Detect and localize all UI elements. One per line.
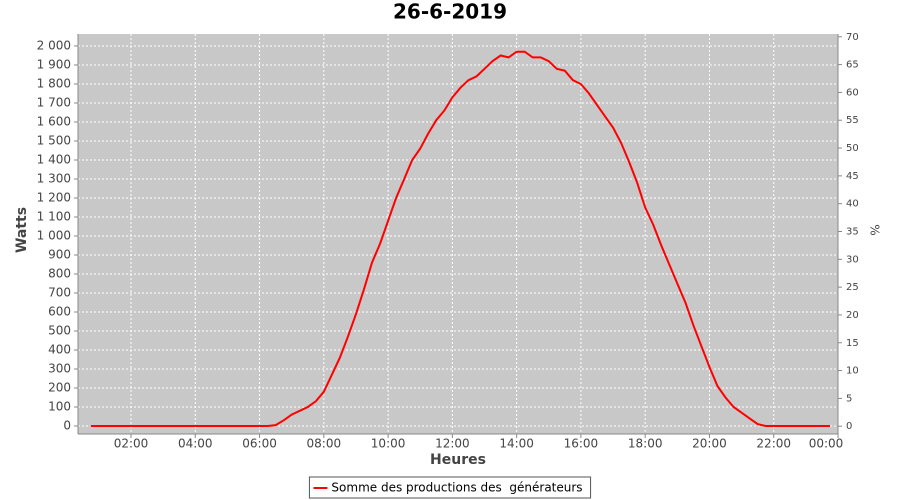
x-axis-label: Heures <box>430 452 486 468</box>
y-tick-label: 300 <box>48 362 71 376</box>
y2-tick-label: 5 <box>846 393 852 404</box>
y2-tick-label: 45 <box>846 171 859 182</box>
y2-tick-label: 15 <box>846 338 859 349</box>
plot-area <box>78 34 838 434</box>
x-tick-label: 18:00 <box>628 437 663 451</box>
series-line <box>90 50 830 427</box>
x-tick-label: 04:00 <box>178 437 213 451</box>
y2-tick-label: 65 <box>846 60 859 71</box>
y2-tick-label: 0 <box>846 421 852 432</box>
y-tick-label: 0 <box>63 419 71 433</box>
y-tick-label: 2 000 <box>37 38 71 52</box>
x-tick-label: 20:00 <box>692 437 727 451</box>
y-tick-label: 100 <box>48 400 71 414</box>
y-tick-label: 1 300 <box>37 171 71 185</box>
legend-label: Somme des productions des générateurs <box>331 481 582 495</box>
x-tick-label: 12:00 <box>435 437 470 451</box>
y-tick-label: 1 500 <box>37 133 71 147</box>
x-tick-label: 16:00 <box>564 437 599 451</box>
x-tick-label: 22:00 <box>756 437 791 451</box>
y2-tick-label: 35 <box>846 226 859 237</box>
x-tick-label: 10:00 <box>371 437 406 451</box>
y-tick-label: 600 <box>48 305 71 319</box>
y2-tick-label: 40 <box>846 199 859 210</box>
chart-title: 26-6-2019 <box>393 0 507 24</box>
y2-tick-label: 70 <box>846 32 859 43</box>
y-tick-label: 1 200 <box>37 190 71 204</box>
y-tick-label: 700 <box>48 286 71 300</box>
x-tick-label: 06:00 <box>242 437 277 451</box>
y-axis-label: Watts <box>14 207 30 253</box>
y2-axis-label: % <box>868 224 882 235</box>
y-tick-label: 200 <box>48 381 71 395</box>
y-tick-label: 1 800 <box>37 76 71 90</box>
x-tick-label: 02:00 <box>114 437 149 451</box>
y-tick-label: 1 600 <box>37 114 71 128</box>
legend <box>308 476 592 499</box>
y2-tick-label: 25 <box>846 282 859 293</box>
y-tick-label: 500 <box>48 324 71 338</box>
y2-tick-label: 10 <box>846 366 859 377</box>
y-tick-label: 800 <box>48 267 71 281</box>
y2-tick-label: 55 <box>846 115 859 126</box>
y2-tick-label: 20 <box>846 310 859 321</box>
y-tick-label: 1 000 <box>37 228 71 242</box>
y-tick-label: 1 100 <box>37 209 71 223</box>
x-tick-label: 14:00 <box>499 437 534 451</box>
y-tick-label: 900 <box>48 247 71 261</box>
x-tick-label: 08:00 <box>307 437 342 451</box>
x-tick-label: 00:00 <box>809 437 844 451</box>
y-tick-label: 1 700 <box>37 95 71 109</box>
y2-tick-label: 60 <box>846 87 859 98</box>
y2-tick-label: 30 <box>846 254 859 265</box>
y-tick-label: 1 400 <box>37 152 71 166</box>
y-tick-label: 400 <box>48 343 71 357</box>
y2-tick-label: 50 <box>846 143 859 154</box>
y-tick-label: 1 900 <box>37 57 71 71</box>
